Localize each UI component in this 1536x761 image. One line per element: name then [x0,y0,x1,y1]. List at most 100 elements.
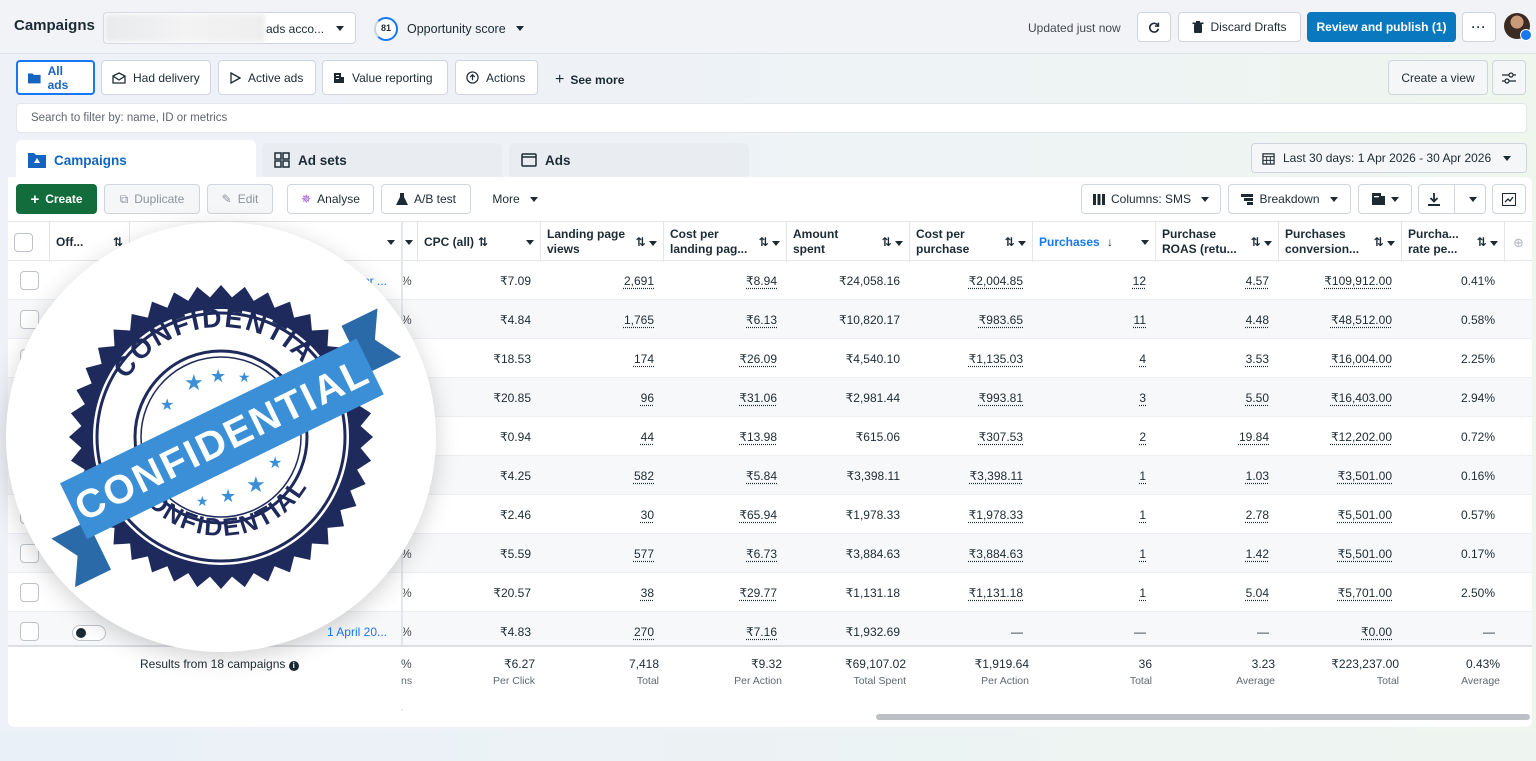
cell-roas[interactable]: 5.50 [1245,390,1269,405]
tab-ad-sets[interactable]: Ad sets [262,143,502,177]
cell-conv[interactable]: ₹5,501.00 [1337,546,1392,561]
cell-conv[interactable]: ₹0.00 [1361,624,1392,639]
duplicate-button[interactable]: ⧉ Duplicate [104,184,200,214]
review-publish-button[interactable]: Review and publish (1) [1307,12,1456,42]
table-row[interactable]: % ₹20.57 38 ₹29.77 ₹1,131.18 ₹1,131.18 1 5.04 ₹5… [8,573,1532,612]
row-checkbox[interactable] [20,583,39,602]
cell-cplpv[interactable]: ₹7.16 [746,624,777,639]
cell-cplpv[interactable]: ₹65.94 [739,507,777,522]
cell-roas[interactable]: 1.42 [1245,546,1269,561]
column-header-purchase-rate[interactable]: Purcha... rate pe... ⇅ [1402,222,1505,262]
cell-cplpv[interactable]: ₹13.98 [739,429,777,444]
discard-drafts-button[interactable]: Discard Drafts [1178,12,1301,42]
add-column-button[interactable]: ⊕ [1505,222,1532,262]
cell-roas[interactable]: 19.84 [1238,429,1269,444]
edit-button[interactable]: ✎ Edit [207,184,273,214]
cell-purchases[interactable]: 12 [1132,273,1146,288]
cell-cplpv[interactable]: ₹8.94 [746,273,777,288]
filter-actions[interactable]: Actions [455,60,538,95]
horizontal-scrollbar[interactable] [876,714,1530,720]
tab-campaigns[interactable]: Campaigns [16,140,256,180]
columns-dropdown[interactable]: Columns: SMS [1081,184,1221,214]
cell-purchases[interactable]: 2 [1139,429,1146,444]
breakdown-dropdown[interactable]: Breakdown [1228,184,1351,214]
column-header-cost-per-landing-page[interactable]: Cost per landing pag... ⇅ [664,222,787,262]
opportunity-score-badge[interactable]: 81 [374,17,398,41]
cell-lpv[interactable]: 270 [633,624,654,639]
cell-purchases[interactable]: 1 [1139,546,1146,561]
cell-cplpv[interactable]: ₹5.84 [746,468,777,483]
cell-purchases[interactable]: 4 [1139,351,1146,366]
search-input[interactable]: Search to filter by: name, ID or metrics [16,103,1527,133]
tab-ads[interactable]: Ads [509,143,749,177]
cell-roas[interactable]: — [1257,624,1269,639]
cell-roas[interactable]: 1.03 [1245,468,1269,483]
cell-purchases[interactable]: 3 [1139,390,1146,405]
cell-conv[interactable]: ₹12,202.00 [1330,429,1392,444]
cell-conv[interactable]: ₹5,701.00 [1337,585,1392,600]
column-header-cost-per-purchase[interactable]: Cost per purchase ⇅ [910,222,1033,262]
create-view-button[interactable]: Create a view [1388,60,1488,95]
cell-cpp[interactable]: ₹1,978.33 [968,507,1023,522]
reports-dropdown[interactable] [1358,184,1412,214]
refresh-button[interactable] [1137,12,1171,42]
column-header-amount-spent[interactable]: Amount spent ⇅ [787,222,910,262]
create-button[interactable]: + Create [16,184,97,214]
cell-cpp[interactable]: ₹3,398.11 [969,468,1023,483]
column-header-purchases-conversion[interactable]: Purchases conversion... ⇅ [1279,222,1402,262]
cell-lpv[interactable]: 2,691 [623,273,654,288]
date-range-picker[interactable]: Last 30 days: 1 Apr 2026 - 30 Apr 2026 [1251,143,1527,173]
charts-button[interactable] [1492,184,1526,214]
filter-all-ads[interactable]: All ads [16,60,95,95]
cell-lpv[interactable]: 174 [633,351,654,366]
cell-cpp[interactable]: ₹307.53 [978,429,1023,444]
cell-cpp[interactable]: ₹2,004.85 [968,273,1023,288]
column-header-results[interactable] [402,222,418,262]
cell-cplpv[interactable]: ₹31.06 [739,390,777,405]
filter-active-ads[interactable]: Active ads [218,60,316,95]
more-options-button[interactable]: ··· [1462,12,1496,42]
cell-conv[interactable]: ₹16,004.00 [1330,351,1392,366]
cell-cplpv[interactable]: ₹6.13 [746,312,777,327]
cell-cpp[interactable]: ₹1,131.18 [968,585,1023,600]
cell-roas[interactable]: 3.53 [1245,351,1269,366]
cell-conv[interactable]: ₹3,501.00 [1337,468,1392,483]
ad-account-selector[interactable]: ads acco... [103,12,356,44]
cell-lpv[interactable]: 38 [640,585,654,600]
see-more-button[interactable]: + See more [555,71,624,89]
row-checkbox[interactable] [20,271,39,290]
cell-purchases[interactable]: 11 [1133,312,1146,327]
column-header-landing-page-views[interactable]: Landing page views ⇅ [541,222,664,262]
cell-cpp[interactable]: ₹1,135.03 [968,351,1023,366]
cell-purchases[interactable]: 1 [1139,585,1146,600]
info-icon[interactable]: i [288,661,299,671]
cell-roas[interactable]: 4.48 [1245,312,1269,327]
cell-purchases[interactable]: 1 [1139,507,1146,522]
select-all-checkbox[interactable] [14,232,33,252]
cell-cpp[interactable]: ₹993.81 [978,390,1023,405]
cell-conv[interactable]: ₹5,501.00 [1337,507,1392,522]
cell-cpp[interactable]: — [1011,624,1023,639]
table-row[interactable]: ₹0.94 44 ₹13.98 ₹615.06 ₹307.53 2 19.84 ₹12,202… [8,417,1532,456]
column-header-cpc[interactable]: CPC (all) ⇅ [418,222,541,262]
cell-purchases[interactable]: — [1134,624,1146,639]
ab-test-button[interactable]: A/B test [381,184,471,214]
cell-conv[interactable]: ₹109,912.00 [1324,273,1392,288]
table-row[interactable]: Apr ...% ₹7.09 2,691 ₹8.94 ₹24,058.16 ₹2,004.… [8,261,1532,300]
cell-cplpv[interactable]: ₹26.09 [739,351,777,366]
row-checkbox[interactable] [20,622,39,641]
campaign-name[interactable]: 1 April 20... [326,624,387,639]
column-header-purchase-roas[interactable]: Purchase ROAS (retu... ⇅ [1156,222,1279,262]
campaign-toggle[interactable] [72,625,106,641]
table-row[interactable]: ₹2.46 30 ₹65.94 ₹1,978.33 ₹1,978.33 1 2.78 ₹5,5… [8,495,1532,534]
analyse-button[interactable]: ✵ Analyse [287,184,374,214]
cell-lpv[interactable]: 577 [633,546,654,561]
cell-roas[interactable]: 5.04 [1245,585,1269,600]
cell-cplpv[interactable]: ₹6.73 [746,546,777,561]
row-checkbox[interactable] [20,310,39,329]
cell-lpv[interactable]: 44 [640,429,654,444]
cell-cpp[interactable]: ₹983.65 [978,312,1023,327]
chevron-down-icon[interactable] [516,26,524,31]
cell-conv[interactable]: ₹48,512.00 [1330,312,1392,327]
export-dropdown[interactable] [1418,184,1486,214]
